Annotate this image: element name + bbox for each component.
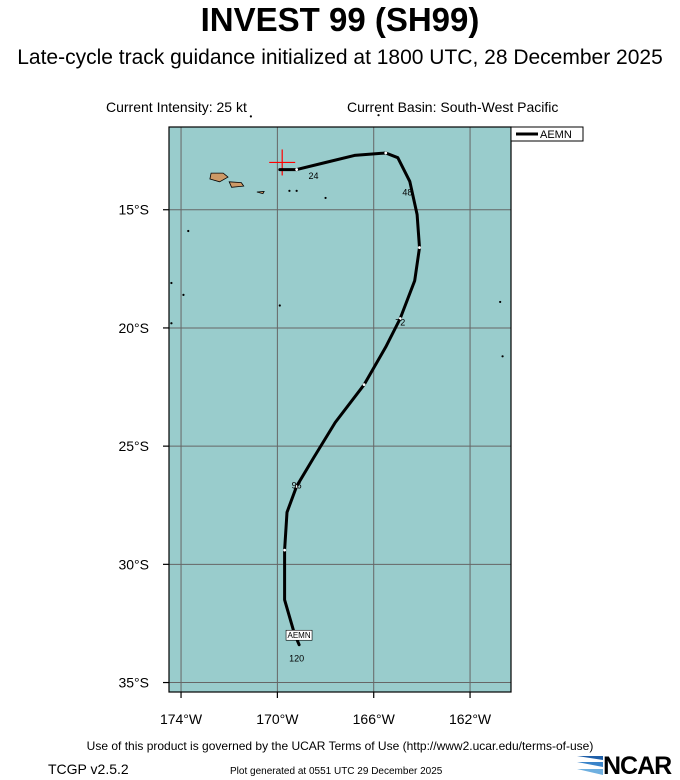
- x-tick-label: 166°W: [353, 711, 396, 727]
- axis-ticks: 174°W 170°W 166°W 162°W 15°S 20°S 25°S 30°S 35°S: [118, 202, 491, 727]
- track-marker: [384, 151, 388, 155]
- y-tick-label: 15°S: [118, 202, 149, 218]
- forecast-hour-label: 96: [292, 481, 302, 491]
- terms-of-use: Use of this product is governed by the U…: [86, 739, 594, 753]
- forecast-hour-label: 48: [402, 188, 412, 198]
- y-tick-label: 20°S: [118, 320, 149, 336]
- page-title: INVEST 99 (SH99): [200, 1, 480, 38]
- track-end-label-box: [285, 629, 313, 641]
- islet-dot: [499, 300, 502, 304]
- islet-dot: [187, 229, 190, 233]
- track-marker: [295, 168, 299, 171]
- islet-dot: [170, 322, 173, 325]
- x-tick-label: 162°W: [449, 711, 492, 727]
- forecast-hour-label: 24: [308, 171, 318, 181]
- version-label: TCGP v2.5.2: [48, 761, 129, 777]
- y-tick-label: 35°S: [118, 675, 149, 691]
- current-intensity: Current Intensity: 25 kt: [106, 99, 247, 115]
- islet-dot: [182, 293, 185, 296]
- current-basin: Current Basin: South-West Pacific: [347, 99, 559, 115]
- y-tick-label: 25°S: [118, 438, 149, 454]
- forecast-hour-label: 120: [289, 653, 304, 663]
- islet-dot: [377, 114, 380, 117]
- islet-dot: [295, 189, 298, 192]
- gridlines: [169, 127, 511, 692]
- island-savaii: [209, 172, 229, 183]
- page-subtitle: Late-cycle track guidance initialized at…: [17, 46, 663, 69]
- forecast-hour-label: 72: [395, 318, 405, 328]
- track-marker: [362, 383, 366, 387]
- track-marker: [398, 317, 402, 320]
- island-upolu: [228, 181, 245, 188]
- islet-dot: [249, 115, 252, 118]
- y-tick-label: 30°S: [118, 556, 149, 572]
- ocean-area: [169, 127, 511, 692]
- track-marker: [295, 484, 299, 488]
- track-marker: [418, 246, 421, 249]
- islet-dot: [170, 281, 173, 285]
- ncar-logo: NCAR: [575, 752, 680, 780]
- map-frame: [168, 126, 512, 693]
- legend-box: [510, 126, 584, 142]
- track-marker: [283, 548, 287, 552]
- legend-label: AEMN: [540, 129, 572, 141]
- legend: AEMN: [510, 126, 584, 142]
- track-end-label: AEMN: [287, 631, 310, 640]
- x-tick-label: 174°W: [160, 711, 203, 727]
- ncar-logo-text: NCAR: [603, 752, 672, 780]
- ncar-logo-icon: [577, 756, 603, 775]
- generated-timestamp: Plot generated at 0551 UTC 29 December 2…: [230, 766, 443, 777]
- islet-dot: [288, 189, 291, 192]
- islet-dot: [501, 355, 504, 358]
- islet-dot: [278, 304, 281, 307]
- track-layer: 24 48 72 96 120 AEMN: [269, 149, 421, 663]
- island-tutuila: [256, 191, 265, 195]
- land-layer: [170, 114, 504, 358]
- islet-dot: [324, 196, 327, 200]
- x-tick-label: 170°W: [256, 711, 299, 727]
